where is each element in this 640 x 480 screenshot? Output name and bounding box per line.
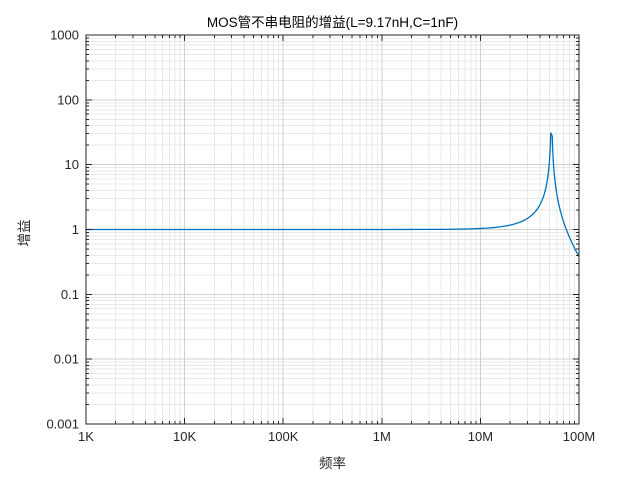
- y-tick-label: 1: [72, 222, 79, 237]
- x-tick-label: 1K: [78, 429, 94, 444]
- x-tick-label: 10K: [173, 429, 196, 444]
- gain-curve: [85, 132, 580, 258]
- y-tick-label: 100: [57, 92, 79, 107]
- x-tick-label: 10M: [468, 429, 493, 444]
- y-tick-label: 1000: [50, 28, 79, 43]
- x-tick-label: 1M: [373, 429, 391, 444]
- y-tick-label: 0.001: [46, 417, 79, 432]
- chart-title: MOS管不串电阻的增益(L=9.17nH,C=1nF): [206, 15, 459, 30]
- y-tick-label: 0.01: [54, 352, 79, 367]
- x-axis-label: 频率: [319, 456, 346, 471]
- y-tick-label: 10: [65, 157, 79, 172]
- x-tick-label: 100M: [563, 429, 596, 444]
- x-tick-label: 100K: [268, 429, 299, 444]
- y-tick-label: 0.1: [61, 287, 79, 302]
